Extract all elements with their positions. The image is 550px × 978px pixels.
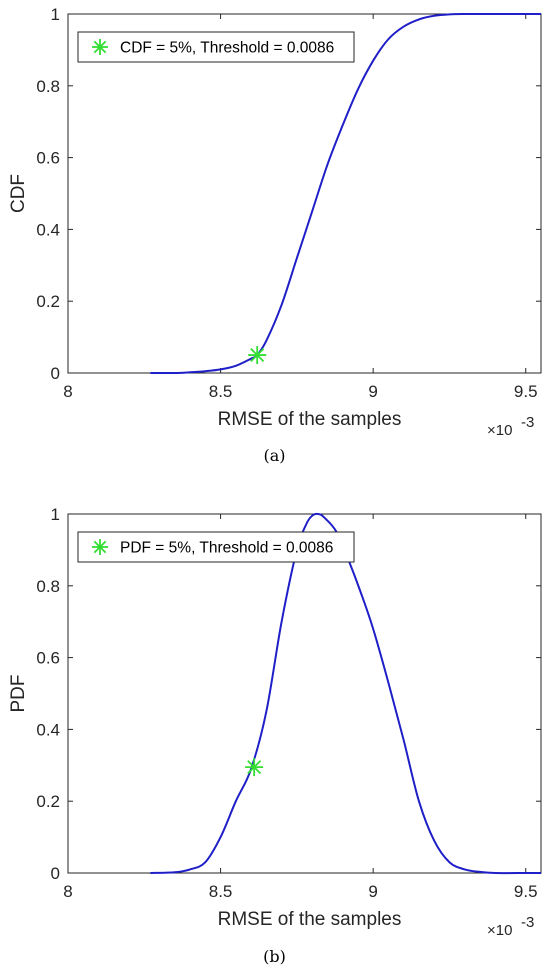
legend-marker-icon <box>92 539 108 555</box>
y-tick-label: 0 <box>51 864 60 883</box>
asterisk-stroke <box>93 540 107 554</box>
x-tick-label: 9 <box>368 382 377 401</box>
x-tick-label: 8.5 <box>209 882 233 901</box>
y-tick-label: 0.6 <box>36 649 60 668</box>
asterisk-stroke <box>93 40 107 54</box>
y-tick-label: 1 <box>51 505 60 524</box>
asterisk-stroke <box>247 760 262 775</box>
x-axis-multiplier: ×10 <box>487 922 512 939</box>
x-axis-multiplier: ×10 <box>487 422 512 439</box>
legend-label: PDF = 5%, Threshold = 0.0086 <box>120 540 333 557</box>
chart-panel-a: 8 8.5 9 9.5 0 0.2 0.4 0.6 0.8 1 RMSE of the sample… <box>8 5 542 465</box>
plot-area-box <box>67 13 542 374</box>
threshold-marker <box>248 346 267 365</box>
y-axis-label: CDF <box>8 174 29 213</box>
x-axis-label: RMSE of the samples <box>218 409 402 430</box>
x-tick-label: 8 <box>63 882 72 901</box>
y-tick-label: 0.6 <box>36 149 60 168</box>
chart-panel-b: 8 8.5 9 9.5 0 0.2 0.4 0.6 0.8 1 RMSE of the sample… <box>8 505 542 966</box>
y-tick-label: 0.8 <box>36 577 60 596</box>
y-tick-label: 0.2 <box>36 292 60 311</box>
panel-caption: (b) <box>263 947 286 966</box>
y-axis-label: PDF <box>8 675 29 713</box>
x-tick-label: 9.5 <box>514 382 538 401</box>
x-axis-multiplier-exponent: -3 <box>521 414 534 431</box>
series-line <box>150 512 541 875</box>
legend-box <box>77 31 355 63</box>
threshold-marker <box>245 758 264 777</box>
x-axis-label: RMSE of the samples <box>218 909 402 930</box>
y-tick-label: 0.4 <box>36 720 60 739</box>
x-tick-label: 9 <box>368 882 377 901</box>
y-tick-label: 0.4 <box>36 220 60 239</box>
legend-box <box>77 531 355 563</box>
legend-label: CDF = 5%, Threshold = 0.0086 <box>120 40 334 57</box>
y-tick-label: 0.8 <box>36 77 60 96</box>
asterisk-stroke <box>250 348 265 363</box>
legend-marker-icon <box>92 39 108 55</box>
y-tick-label: 0 <box>51 364 60 383</box>
y-tick-label: 0.2 <box>36 792 60 811</box>
panel-caption: (a) <box>263 446 285 465</box>
x-tick-label: 8 <box>63 382 72 401</box>
x-tick-label: 8.5 <box>209 382 233 401</box>
x-tick-label: 9.5 <box>514 882 538 901</box>
plot-area-box <box>67 513 542 874</box>
x-axis-multiplier-exponent: -3 <box>521 914 534 931</box>
series-line <box>150 12 541 375</box>
y-tick-label: 1 <box>51 5 60 24</box>
